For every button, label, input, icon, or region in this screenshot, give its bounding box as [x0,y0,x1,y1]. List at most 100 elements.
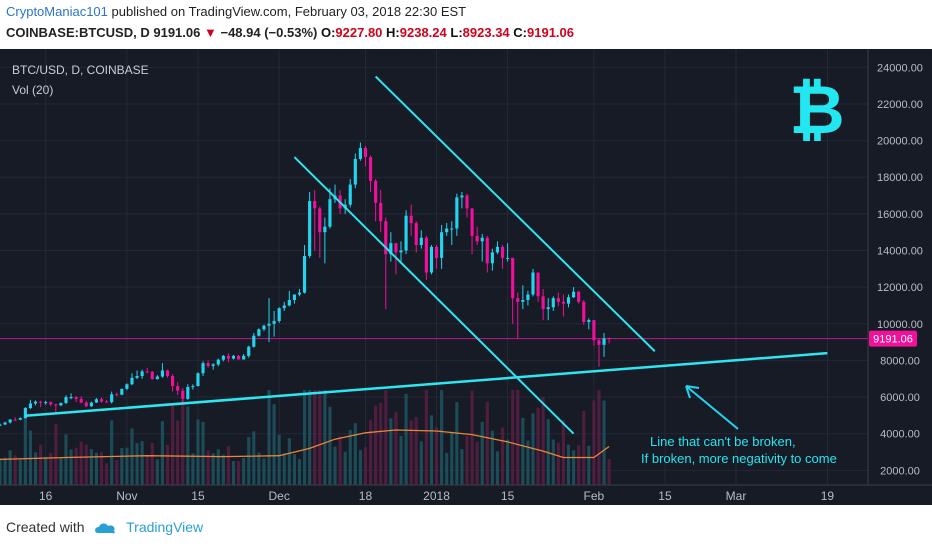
volume-bar [572,450,576,485]
x-tick-label: 15 [658,489,672,503]
volume-bar [424,390,428,485]
candle-body [521,299,525,302]
volume-bar [54,423,58,485]
volume-bar [399,435,403,485]
candle-body [165,370,170,376]
volume-bar [368,419,373,485]
volume-bar [409,420,413,485]
volume-bar [221,454,225,485]
candle-body [556,298,560,302]
volume-bar [429,415,434,485]
trendline-channel-upper [374,75,656,352]
candle-body [23,408,27,419]
candle-body [216,359,220,365]
volume-bar [582,410,586,485]
volume-bar [0,458,2,485]
candle-body [546,307,550,310]
candle-body [536,272,540,297]
volume-bar [292,454,296,485]
candle-body [94,399,99,403]
volume-bar [445,452,449,485]
low-label: L: [450,25,463,40]
candle-body [186,386,190,399]
volume-bar [206,450,210,485]
candle-body [551,298,555,308]
candle-body [282,305,286,309]
candle-body [3,422,7,425]
candle-body [308,201,312,257]
candle-body [318,208,322,233]
volume-bar [287,438,291,485]
volume-bar [89,449,93,485]
candle-body [69,397,73,399]
candle-body [587,320,591,322]
candle-body [500,246,505,258]
annotation-line2: If broken, more negativity to come [641,451,837,466]
candle-body [597,340,601,345]
volume-bar [39,444,43,485]
volume-bar [500,427,505,485]
symbol-label: COINBASE:BTCUSD, D [6,25,150,40]
volume-bar [84,444,88,485]
candle-body [526,294,530,300]
volume-bar [145,456,149,485]
chart-area[interactable]: 2000.00 4000.00 6000.00 8000.00 10000.00 1200… [0,49,932,505]
volume-bar [236,461,241,485]
volume-bar [566,444,571,485]
candle-body [130,377,134,385]
volume-bar [404,393,408,485]
volume-bar [150,442,154,485]
x-tick-label: Feb [584,489,605,503]
candle-body [602,338,606,345]
author-link[interactable]: CryptoManiac101 [6,4,108,19]
candle-body [54,404,58,406]
candle-body [242,355,246,360]
grid-lines [0,49,868,485]
x-tick-label: Mar [726,489,747,503]
volume-bar [262,458,266,485]
candle-body [394,243,398,253]
volume-bar [216,449,220,485]
volume-bar [242,457,246,485]
volume-bars [0,390,611,485]
volume-bar [455,402,459,485]
candle-body [145,371,149,373]
candle-body [105,401,109,403]
y-tick-label: 12000.00 [877,282,923,294]
volume-bar [470,390,474,485]
legend-volume: Vol (20) [12,83,53,97]
volume-bar [343,451,347,485]
candle-body [120,388,124,395]
created-with-text: Created with [6,519,85,535]
candle-body [541,296,545,310]
tradingview-logo-icon [95,523,116,534]
candle-body [424,237,428,273]
candle-body [297,292,302,295]
candle-body [506,257,510,259]
volume-bar [597,390,601,485]
volume-bar [511,390,515,485]
candle-body [302,256,307,293]
volume-bar [186,406,190,485]
price-chart[interactable]: 2000.00 4000.00 6000.00 8000.00 10000.00 1200… [0,49,932,505]
candle-body [8,419,12,423]
candle-body [409,215,413,224]
volume-bar [247,437,251,485]
tradingview-link[interactable]: TradingView [126,519,204,535]
candle-body [419,237,423,246]
candle-body [328,199,332,227]
candle-body [125,384,129,389]
candle-body [89,402,93,407]
y-tick-label: 20000.00 [877,136,923,148]
y-tick-label: 4000.00 [880,429,920,441]
candle-body [313,201,317,209]
candle-body [572,291,576,298]
volume-bar [135,443,139,485]
volume-bar [176,420,180,485]
volume-bar [348,429,352,485]
candle-body [566,297,571,304]
volume-bar [460,449,464,485]
volume-bar [94,452,99,485]
volume-bar [333,446,337,485]
candle-body [13,419,17,421]
